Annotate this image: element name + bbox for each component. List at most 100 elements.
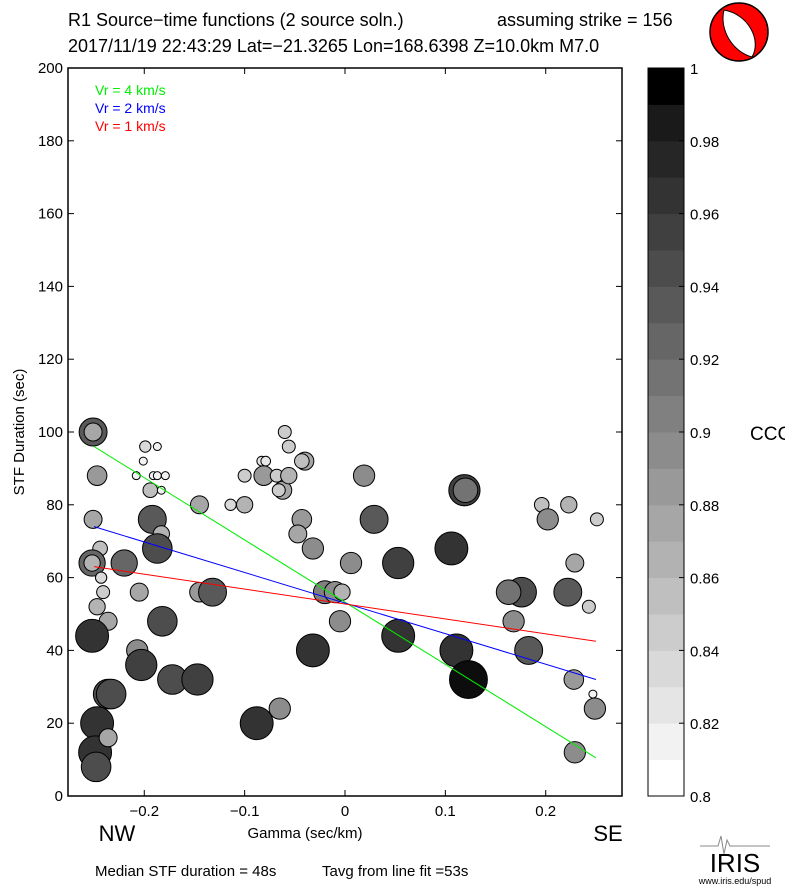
data-point bbox=[142, 533, 173, 564]
y-tick-label: 100 bbox=[38, 424, 63, 441]
data-point bbox=[563, 741, 586, 764]
y-tick-label: 200 bbox=[38, 60, 63, 77]
data-point bbox=[160, 471, 170, 481]
x-tick-label: −0.2 bbox=[129, 803, 159, 820]
x-tick-label: 0 bbox=[341, 803, 349, 820]
colorbar-bin bbox=[648, 541, 684, 579]
chart-title: R1 Source−time functions (2 source soln.… bbox=[68, 10, 404, 30]
data-point bbox=[352, 464, 376, 487]
y-tick-label: 160 bbox=[38, 206, 63, 223]
colorbar-tick-label: 0.8 bbox=[690, 789, 711, 806]
direction-se: SE bbox=[593, 821, 622, 846]
data-point bbox=[260, 455, 272, 467]
y-tick-label: 20 bbox=[46, 715, 63, 732]
data-point bbox=[294, 453, 310, 469]
data-point bbox=[277, 425, 292, 439]
y-tick-label: 0 bbox=[55, 788, 63, 805]
data-point bbox=[295, 633, 330, 668]
iris-logo: IRIS www.iris.edu/spud bbox=[698, 835, 771, 886]
colorbar-tick-label: 0.86 bbox=[690, 571, 719, 588]
data-point bbox=[583, 697, 607, 720]
colorbar-bin bbox=[648, 177, 684, 215]
data-point bbox=[495, 579, 522, 605]
data-point bbox=[224, 498, 237, 511]
fit-line-2 bbox=[93, 526, 597, 680]
data-point bbox=[281, 439, 296, 454]
colorbar-tick-label: 1 bbox=[690, 61, 698, 78]
data-point bbox=[96, 585, 111, 600]
data-point bbox=[83, 422, 103, 442]
event-info: 2017/11/19 22:43:29 Lat=−21.3265 Lon=168… bbox=[68, 36, 599, 56]
colorbar-bin bbox=[648, 432, 684, 469]
y-axis-label: STF Duration (sec) bbox=[11, 369, 28, 496]
colorbar-bin bbox=[648, 395, 684, 433]
data-point bbox=[237, 468, 252, 483]
data-point bbox=[86, 465, 108, 486]
legend-label-2: Vr = 2 km/s bbox=[95, 100, 166, 116]
data-point bbox=[565, 553, 585, 573]
data-point bbox=[189, 495, 209, 515]
data-point bbox=[83, 554, 101, 572]
data-point bbox=[581, 599, 596, 614]
data-point bbox=[280, 467, 298, 485]
data-point bbox=[94, 571, 108, 584]
data-point bbox=[514, 635, 544, 665]
colorbar-bin bbox=[648, 468, 684, 506]
strike-label: assuming strike = 156 bbox=[497, 10, 673, 30]
data-point bbox=[152, 442, 162, 452]
data-point bbox=[181, 663, 214, 696]
data-point bbox=[333, 583, 351, 601]
data-point bbox=[288, 524, 308, 544]
data-point bbox=[139, 440, 152, 453]
colorbar-bin bbox=[648, 140, 684, 178]
y-tick-label: 40 bbox=[46, 642, 63, 659]
data-point bbox=[152, 471, 162, 481]
colorbar-bin bbox=[648, 104, 684, 142]
median-text: Median STF duration = 48s bbox=[95, 863, 276, 880]
plot-area: Vr = 4 km/s Vr = 2 km/s Vr = 1 km/s −0.2 −0.… bbox=[38, 60, 719, 820]
fit-line-3 bbox=[94, 566, 596, 642]
colorbar-label: CCC bbox=[750, 424, 785, 445]
colorbar-tick-label: 0.88 bbox=[690, 498, 719, 515]
colorbar-bin bbox=[648, 68, 684, 105]
data-point bbox=[553, 577, 583, 607]
y-tick-label: 180 bbox=[38, 133, 63, 150]
data-point bbox=[80, 751, 112, 783]
data-point bbox=[560, 496, 578, 514]
colorbar-bin bbox=[648, 322, 684, 360]
y-tick-label: 60 bbox=[46, 570, 63, 587]
colorbar-tick-label: 0.94 bbox=[690, 279, 719, 296]
colorbar-bin bbox=[648, 650, 684, 688]
data-point bbox=[125, 648, 158, 682]
colorbar-tick-label: 0.98 bbox=[690, 134, 719, 151]
data-point bbox=[75, 618, 110, 653]
colorbar-tick-label: 0.96 bbox=[690, 207, 719, 224]
x-tick-label: −0.1 bbox=[230, 803, 260, 820]
colorbar-tick-label: 0.84 bbox=[690, 643, 719, 660]
data-point bbox=[434, 531, 469, 566]
data-point bbox=[129, 582, 149, 602]
data-point bbox=[83, 509, 103, 529]
colorbar-bin bbox=[648, 614, 684, 651]
data-point bbox=[88, 598, 106, 616]
data-point bbox=[381, 618, 416, 653]
colorbar-bin bbox=[648, 213, 684, 251]
data-point bbox=[449, 660, 488, 699]
colorbar-bin bbox=[648, 250, 684, 287]
y-tick-label: 140 bbox=[38, 278, 63, 295]
legend-label-1: Vr = 4 km/s bbox=[95, 82, 166, 98]
direction-nw: NW bbox=[99, 821, 136, 846]
colorbar-bin bbox=[648, 286, 684, 324]
data-point bbox=[110, 549, 138, 577]
data-point bbox=[328, 610, 352, 633]
colorbar-tick-label: 0.92 bbox=[690, 352, 719, 369]
data-point bbox=[382, 546, 415, 580]
data-point bbox=[239, 706, 274, 741]
legend-label-3: Vr = 1 km/s bbox=[95, 118, 166, 134]
colorbar-bin bbox=[648, 759, 684, 797]
colorbar-tick-label: 0.82 bbox=[690, 716, 719, 733]
data-point bbox=[95, 678, 127, 710]
data-point bbox=[98, 728, 118, 748]
data-point bbox=[359, 504, 389, 534]
